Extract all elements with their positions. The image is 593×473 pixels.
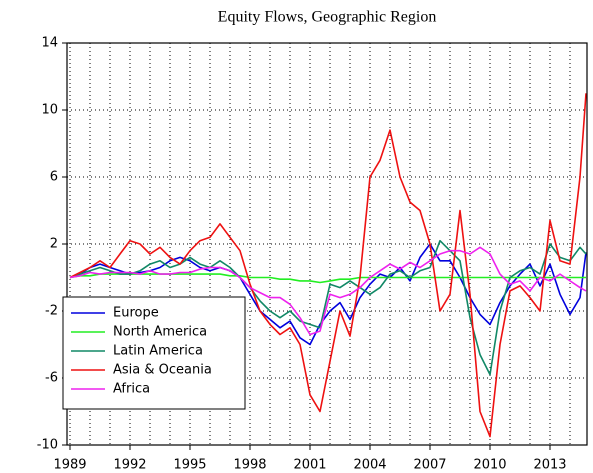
y-tick-label: -2 [45, 304, 58, 319]
series-line [69, 243, 587, 346]
y-tick-label: 14 [41, 36, 58, 51]
legend-label: North America [113, 325, 207, 340]
chart-title: Equity Flows, Geographic Region [218, 9, 437, 26]
x-tick-label: 1992 [113, 458, 146, 473]
x-tick-label: 2004 [353, 458, 386, 473]
legend-label: Africa [113, 382, 150, 397]
y-tick-label: 6 [50, 170, 58, 185]
x-tick-label: 1998 [233, 458, 266, 473]
x-tick-label: 2013 [533, 458, 566, 473]
series-line [69, 239, 587, 376]
legend-label: Asia & Oceania [113, 363, 212, 378]
x-tick-label: 2007 [413, 458, 446, 473]
y-tick-label: 2 [50, 237, 58, 252]
series-line [69, 246, 587, 336]
plot-frame [66, 42, 588, 446]
legend-label: Europe [113, 306, 159, 321]
y-tick-label: -6 [45, 371, 58, 386]
legend-box [62, 296, 246, 410]
x-tick-label: 2010 [473, 458, 506, 473]
y-tick-label: -10 [37, 438, 58, 453]
x-tick-label: 1995 [173, 458, 206, 473]
legend-label: Latin America [113, 344, 203, 359]
y-tick-label: 10 [41, 103, 58, 118]
legend: Europe North America Latin America Asia & O… [62, 296, 246, 410]
x-tick-label: 1989 [53, 458, 86, 473]
series-line [69, 93, 587, 438]
x-tick-label: 2001 [293, 458, 326, 473]
